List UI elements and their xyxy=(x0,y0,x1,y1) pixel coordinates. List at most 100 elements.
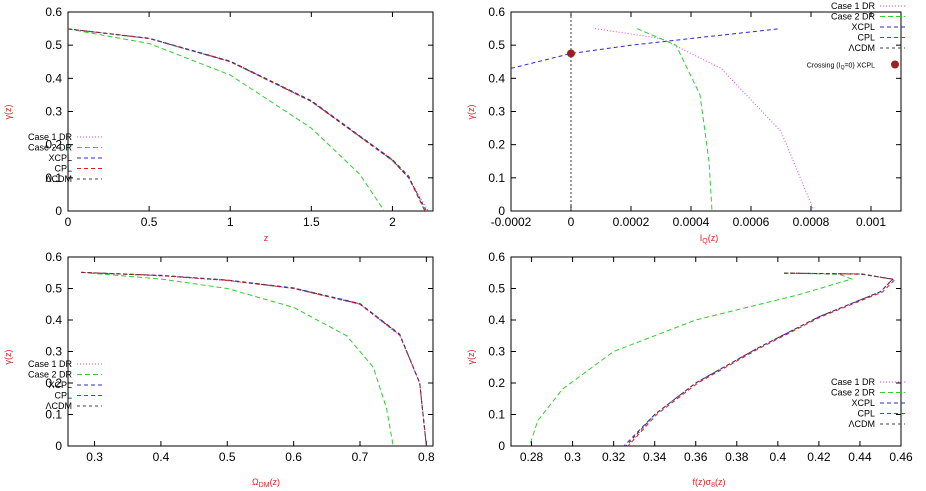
x-tick-label: 0.38 xyxy=(725,450,749,464)
legend-label: ΛCDM xyxy=(848,43,875,53)
x-tick-label: 0.001 xyxy=(856,215,886,229)
y-tick-label: 0 xyxy=(498,439,505,453)
x-tick-label: 1.5 xyxy=(303,215,320,229)
y-tick-label: 0.6 xyxy=(45,250,62,264)
y-tick-label: 0.4 xyxy=(488,313,505,327)
legend-label: XCPL xyxy=(48,380,72,390)
y-tick-label: 0.6 xyxy=(488,5,505,19)
plot-area: 0 0.1 0.2 0.3 0.4 0.5 0.6 0.3 0.4 0.5 0.6 0.7 0.8 Cas… xyxy=(28,250,435,464)
x-tick-label: 0.0006 xyxy=(733,215,770,229)
y-tick-label: 0.1 xyxy=(45,171,62,185)
chart-gamma-vs-omega-dm: 0 0.1 0.2 0.3 0.4 0.5 0.6 0.3 0.4 0.5 0.6 0.7 0.8 Cas… xyxy=(3,250,435,489)
x-tick-label: 0.3 xyxy=(564,450,581,464)
x-tick-label: 0.0008 xyxy=(793,215,830,229)
legend-label: ΛCDM xyxy=(45,401,72,411)
y-tick-label: 0.3 xyxy=(45,345,62,359)
legend-label: XCPL xyxy=(851,22,875,32)
y-tick-label: 0.5 xyxy=(488,38,505,52)
y-tick-label: 0.3 xyxy=(45,105,62,119)
series-line-case2_dr xyxy=(81,271,394,447)
y-axis-label: γ(z) xyxy=(466,350,476,365)
x-tick-label: 0.36 xyxy=(684,450,708,464)
y-axis-label: γ(z) xyxy=(3,105,13,120)
legend-label: Case 2 DR xyxy=(831,12,876,22)
y-tick-label: 0.6 xyxy=(45,5,62,19)
legend-label: CPL xyxy=(857,33,875,43)
x-axis-label: ΩDM(z) xyxy=(252,477,280,489)
plot-area: 0 0.1 0.2 0.3 0.4 0.5 0.6 0.28 0.3 0.32 0.34 0.36 0.… xyxy=(488,250,913,464)
x-axis-label: f(z)σ8(z) xyxy=(693,477,726,489)
legend-label-crossing: Crossing (IQ=0) XCPL xyxy=(807,63,875,72)
series-line-lcdm xyxy=(67,28,427,212)
x-tick-label: 0.0004 xyxy=(673,215,710,229)
x-tick-label: 0.5 xyxy=(219,450,236,464)
series-line-lcdm xyxy=(81,271,427,447)
series-line-case2_dr xyxy=(636,28,713,212)
legend-label: Case 1 DR xyxy=(831,377,876,387)
plot-frame xyxy=(67,256,434,447)
legend-label: Case 2 DR xyxy=(831,388,876,398)
legend-label: Case 1 DR xyxy=(28,132,73,142)
x-tick-label: 0.46 xyxy=(889,450,913,464)
y-tick-label: 0 xyxy=(498,204,505,218)
x-tick-label: 0.34 xyxy=(643,450,667,464)
plot-area: 00.10.20.30.40.50.6-0.0002 0 0.0002 0.0004 0… xyxy=(488,1,905,229)
legend-label: ΛCDM xyxy=(848,419,875,429)
plot-frame xyxy=(510,256,902,447)
y-tick-label: 0.4 xyxy=(488,71,505,85)
series-line-case2_dr xyxy=(529,272,854,447)
x-tick-label: 0.42 xyxy=(807,450,831,464)
chart-gamma-vs-iq: 00.10.20.30.40.50.6-0.0002 0 0.0002 0.0004 0… xyxy=(466,1,905,245)
x-tick-label: 0.6 xyxy=(285,450,302,464)
series-line-case1_dr xyxy=(67,28,429,212)
y-tick-label: 0.5 xyxy=(488,282,505,296)
legend-label: XCPL xyxy=(48,153,72,163)
legend-label: Case 2 DR xyxy=(28,370,73,380)
legend-label: Case 1 DR xyxy=(831,1,876,11)
x-tick-label: 0.44 xyxy=(848,450,872,464)
y-tick-label: 0.4 xyxy=(45,313,62,327)
y-tick-label: 0.2 xyxy=(488,138,505,152)
legend-label: CPL xyxy=(54,164,72,174)
y-tick-label: 0 xyxy=(55,204,62,218)
legend-label: XCPL xyxy=(851,398,875,408)
x-tick-label: 0.4 xyxy=(769,450,786,464)
series-line-cpl xyxy=(67,28,426,212)
y-tick-label: 0.4 xyxy=(45,71,62,85)
x-tick-label: 0.32 xyxy=(602,450,626,464)
x-axis-label: IQ(z) xyxy=(700,233,718,245)
x-tick-label: 0.4 xyxy=(153,450,170,464)
series-line-lcdm xyxy=(625,272,894,447)
y-tick-label: 0.5 xyxy=(45,282,62,296)
series-line-case2_dr xyxy=(67,28,385,212)
plot-area: 0 0.1 0.2 0.3 0.4 0.5 0.6 0 0.5 1 1.5 2 Case 1 DRCas… xyxy=(28,5,434,229)
y-axis-label: γ(z) xyxy=(466,105,476,120)
legend-label: ΛCDM xyxy=(45,174,72,184)
chart-gamma-vs-fsigma8: 0 0.1 0.2 0.3 0.4 0.5 0.6 0.28 0.3 0.32 0.34 0.36 0.… xyxy=(466,250,913,489)
legend-label: CPL xyxy=(857,409,875,419)
x-tick-label: 0 xyxy=(65,215,72,229)
y-axis-label: γ(z) xyxy=(3,350,13,365)
legend-label: CPL xyxy=(54,391,72,401)
chart-gamma-vs-z: 0 0.1 0.2 0.3 0.4 0.5 0.6 0 0.5 1 1.5 2 Case 1 DRCas… xyxy=(3,5,434,243)
y-tick-label: 0.6 xyxy=(488,250,505,264)
y-tick-label: 0.5 xyxy=(45,38,62,52)
y-tick-label: 0.2 xyxy=(45,376,62,390)
x-tick-label: 1 xyxy=(227,215,234,229)
series-line-xcpl xyxy=(67,28,426,212)
y-tick-label: 0.1 xyxy=(45,408,62,422)
x-axis-label: z xyxy=(264,233,269,243)
x-tick-label: 0.3 xyxy=(86,450,103,464)
x-tick-label: 2 xyxy=(389,215,396,229)
y-tick-label: 0.3 xyxy=(488,345,505,359)
x-tick-label: -0.0002 xyxy=(491,215,532,229)
series-line-cpl xyxy=(81,271,427,447)
series-line-case1_dr xyxy=(81,271,427,447)
plot-frame xyxy=(510,11,902,212)
series-line-case1_dr xyxy=(594,28,815,212)
x-tick-label: 0.0002 xyxy=(613,215,650,229)
